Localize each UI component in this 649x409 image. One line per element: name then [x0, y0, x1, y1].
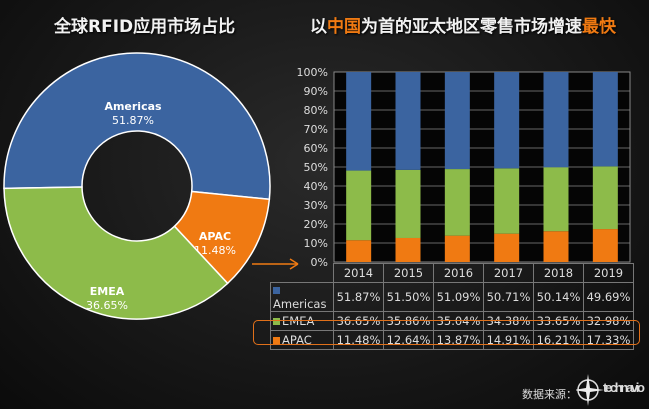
- svg-text:technavio: technavio: [603, 380, 645, 395]
- y-tick-label: 20%: [304, 218, 328, 231]
- bar-emea-2019: [592, 166, 618, 230]
- data-label: 16.21%: [533, 330, 584, 350]
- title-part: 为首的亚太地区零售市场增速: [361, 17, 582, 37]
- bar-apac-2019: [592, 229, 618, 262]
- data-label: 51.87%: [333, 282, 384, 312]
- legend-entry: APAC: [270, 330, 334, 350]
- donut-title: 全球RFID应用市场占比: [54, 17, 236, 37]
- y-tick-label: 0%: [311, 256, 328, 269]
- x-tick-label: 2017: [483, 263, 534, 283]
- data-label: 17.33%: [583, 330, 634, 350]
- table-header-row: 2014 2015 2016 2017 2018 2019: [271, 263, 634, 283]
- data-label: 50.71%: [483, 282, 534, 312]
- slice-label: Americas: [104, 100, 162, 113]
- x-tick-label: 2019: [583, 263, 634, 283]
- bar-americas-2016: [444, 72, 470, 170]
- title-highlight: 中国: [327, 17, 361, 37]
- slice-value: 36.65%: [86, 299, 128, 312]
- data-label: 33.65%: [533, 311, 584, 331]
- donut-slice-emea: [3, 186, 229, 320]
- series-name: EMEA: [282, 314, 315, 328]
- slice-value: 11.48%: [194, 244, 236, 257]
- arrow-head: [289, 258, 299, 270]
- y-tick-label: 10%: [304, 237, 328, 250]
- donut-slice-americas: [3, 52, 271, 201]
- bar-apac-2017: [494, 233, 520, 262]
- slice-label: APAC: [199, 230, 231, 243]
- legend-swatch: [273, 337, 280, 344]
- data-label: 14.91%: [483, 330, 534, 350]
- y-tick-label: 50%: [304, 161, 328, 174]
- bar-title: 以中国为首的亚太地区零售市场增速最快: [310, 12, 616, 37]
- bar-americas-2018: [543, 72, 569, 168]
- legend-swatch: [273, 287, 280, 294]
- y-tick-label: 30%: [304, 199, 328, 212]
- bar-americas-2019: [592, 72, 618, 167]
- slice-value: 51.87%: [112, 114, 154, 127]
- data-label: 35.04%: [433, 311, 484, 331]
- data-label: 13.87%: [433, 330, 484, 350]
- x-tick-label: 2014: [333, 263, 384, 283]
- data-label: 12.64%: [383, 330, 434, 350]
- data-label: 11.48%: [333, 330, 384, 350]
- source-label: 数据来源：: [522, 388, 577, 401]
- data-label: 51.09%: [433, 282, 484, 312]
- data-label: 50.14%: [533, 282, 584, 312]
- data-table: 2014 2015 2016 2017 2018 2019 Americas 51.87% 5…: [270, 263, 634, 350]
- y-tick-label: 70%: [304, 123, 328, 136]
- bar-apac-2018: [543, 231, 569, 262]
- legend-swatch: [273, 318, 280, 325]
- bar-americas-2017: [494, 72, 520, 169]
- y-tick-label: 80%: [304, 104, 328, 117]
- series-name: Americas: [273, 297, 327, 311]
- x-tick-label: 2016: [433, 263, 484, 283]
- title-part: 以: [310, 17, 327, 37]
- bar-emea-2016: [444, 169, 470, 236]
- y-tick-label: 90%: [304, 85, 328, 98]
- table-corner: [271, 264, 334, 283]
- table-row: Americas 51.87% 51.50% 51.09% 50.71% 50.14% 49…: [270, 282, 634, 312]
- technavio-logo: technavio: [576, 374, 645, 406]
- legend-entry: Americas: [270, 282, 334, 312]
- table-row: EMEA 36.65% 35.86% 35.04% 34.38% 33.65% 32.98%: [270, 311, 634, 331]
- bar-apac-2016: [444, 235, 470, 262]
- series-name: APAC: [282, 333, 312, 347]
- bar-emea-2018: [543, 167, 569, 232]
- title-highlight: 最快: [582, 17, 616, 37]
- y-tick-label: 40%: [304, 180, 328, 193]
- y-tick-label: 60%: [304, 142, 328, 155]
- x-tick-label: 2018: [533, 263, 584, 283]
- y-tick-label: 100%: [297, 66, 328, 79]
- bar-apac-2014: [346, 240, 372, 262]
- bar-emea-2017: [494, 168, 520, 234]
- data-label: 51.50%: [383, 282, 434, 312]
- table-row: APAC 11.48% 12.64% 13.87% 14.91% 16.21% 17.33%: [270, 330, 634, 350]
- bar-emea-2014: [346, 170, 372, 241]
- x-tick-label: 2015: [383, 263, 434, 283]
- apac-highlight-frame: [253, 320, 640, 345]
- bar-apac-2015: [395, 237, 421, 262]
- slice-label: EMEA: [90, 285, 125, 298]
- data-label: 49.69%: [583, 282, 634, 312]
- bar-emea-2015: [395, 169, 421, 238]
- bar-americas-2014: [346, 72, 372, 171]
- bar-americas-2015: [395, 72, 421, 170]
